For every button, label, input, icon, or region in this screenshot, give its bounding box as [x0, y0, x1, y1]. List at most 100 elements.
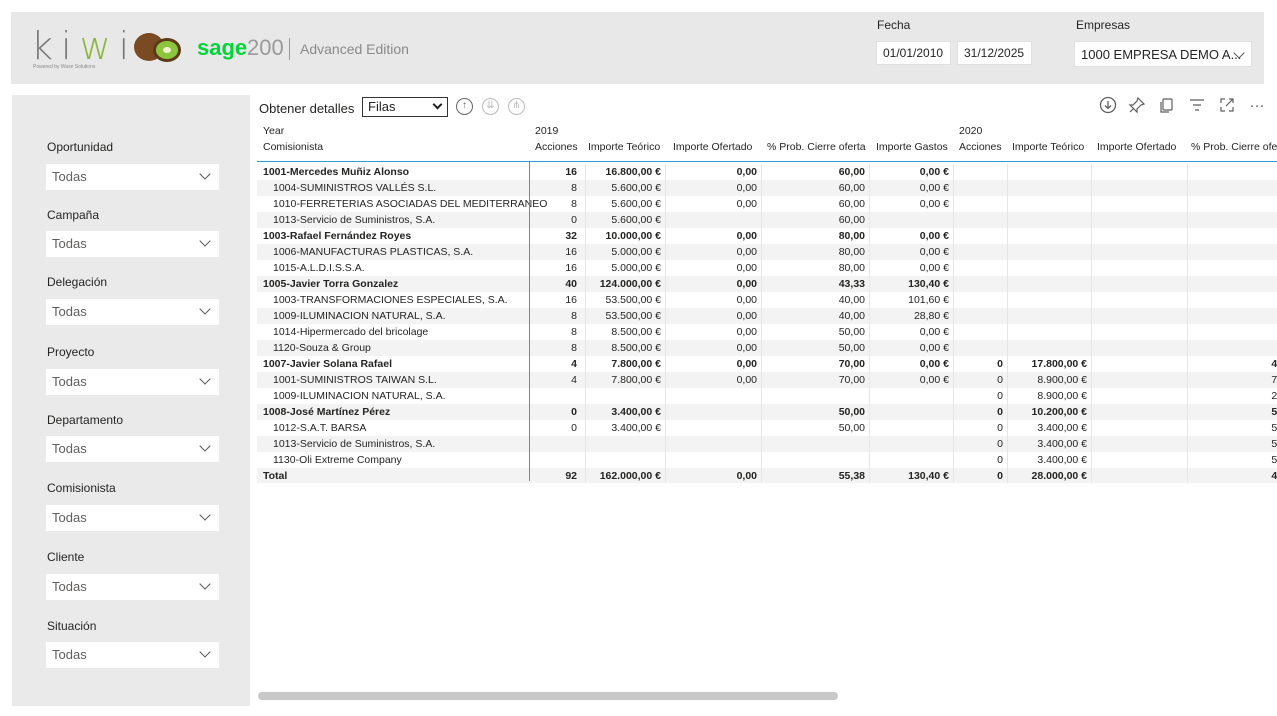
col-header[interactable]: Importe Teórico — [588, 141, 661, 153]
filter-oportunidad-dropdown[interactable]: Todas — [46, 164, 219, 190]
drill-up-icon[interactable]: ↑ — [456, 98, 473, 115]
table-cell: 20 — [1187, 388, 1277, 404]
table-cell: 0 — [953, 420, 1007, 436]
table-cell: 80,00 — [761, 260, 869, 276]
table-cell: 28.000,00 € — [1007, 468, 1091, 483]
table-cell: 16 — [565, 166, 577, 178]
fecha-to-input[interactable]: 31/12/2025 — [957, 41, 1032, 65]
table-row[interactable]: 1120-Souza & Group 8 8.500,00 €0,00 50,00 0,… — [257, 340, 1277, 356]
table-row[interactable]: Total 92 162.000,00 €0,00 55,38 130,40 €0 28.… — [257, 468, 1277, 483]
table-cell: 53.500,00 € — [585, 292, 665, 308]
more-options-icon[interactable]: ··· — [1249, 97, 1265, 114]
table-cell: 0 — [953, 372, 1007, 388]
filter-value: Todas — [52, 579, 87, 594]
col-header[interactable]: Importe Gastos — [876, 141, 948, 153]
table-cell — [585, 436, 665, 452]
drill-mode-icon[interactable] — [1098, 96, 1118, 116]
header-year-2020: 2020 — [959, 125, 983, 137]
filter-label-situacion: Situación — [47, 619, 97, 633]
table-row[interactable]: 1015-A.L.D.I.S.S.A. 16 5.000,00 €0,00 80,00… — [257, 260, 1277, 276]
filter-proyecto-dropdown[interactable]: Todas — [46, 369, 219, 395]
table-row[interactable]: 1001-SUMINISTROS TAIWAN S.L. 4 7.800,00 €0… — [257, 372, 1277, 388]
chevron-down-icon — [199, 440, 211, 452]
drill-down-all-icon[interactable]: ⇊ — [482, 98, 499, 115]
col-header[interactable]: % Prob. Cierre oferta — [767, 141, 866, 153]
row-label: 1005-Javier Torra Gonzalez — [263, 278, 399, 290]
chevron-down-icon — [199, 235, 211, 247]
table-cell — [531, 452, 581, 468]
table-cell — [1091, 244, 1187, 260]
table-cell — [1187, 260, 1277, 276]
table-cell: 0 — [953, 388, 1007, 404]
details-select[interactable]: Filas — [362, 97, 448, 117]
horizontal-scrollbar[interactable] — [258, 692, 838, 700]
focus-mode-icon[interactable] — [1217, 96, 1237, 116]
filter-comisionista-dropdown[interactable]: Todas — [46, 505, 219, 531]
table-cell: 0,00 — [665, 292, 761, 308]
copy-icon[interactable] — [1157, 96, 1177, 116]
table-cell: 0,00 € — [869, 372, 953, 388]
table-cell — [1091, 388, 1187, 404]
row-label: 1009-ILUMINACION NATURAL, S.A. — [273, 310, 446, 322]
table-row[interactable]: 1013-Servicio de Suministros, S.A. 0 3.400… — [257, 436, 1277, 452]
col-header[interactable]: Acciones — [959, 141, 1002, 153]
expand-hierarchy-icon[interactable]: ⋔ — [508, 98, 525, 115]
filter-departamento-dropdown[interactable]: Todas — [46, 436, 219, 462]
table-cell: 0,00 — [665, 372, 761, 388]
col-header[interactable]: Acciones — [535, 141, 578, 153]
col-header[interactable]: % Prob. Cierre ofe — [1191, 141, 1277, 153]
empresas-value: 1000 EMPRESA DEMO A... — [1081, 47, 1242, 62]
table-row[interactable]: 1130-Oli Extreme Company 03.400,00 € 50 — [257, 452, 1277, 468]
filter-campana-dropdown[interactable]: Todas — [46, 231, 219, 257]
table-row[interactable]: 1003-Rafael Fernández Royes 32 10.000,00 €… — [257, 228, 1277, 244]
table-row[interactable]: 1009-ILUMINACION NATURAL, S.A. 0 8.900,00 … — [257, 388, 1277, 404]
filter-delegacion-dropdown[interactable]: Todas — [46, 299, 219, 325]
filter-icon[interactable] — [1187, 96, 1207, 116]
table-row[interactable]: 1004-SUMINISTROS VALLÉS S.L. 8 5.600,00 €0… — [257, 180, 1277, 196]
table-row[interactable]: 1001-Mercedes Muñiz Alonso 16 16.800,00 €0… — [257, 164, 1277, 180]
table-cell — [1187, 340, 1277, 356]
table-cell — [1187, 308, 1277, 324]
fecha-from-input[interactable]: 01/01/2010 — [876, 41, 951, 65]
header-comisionista[interactable]: Comisionista — [263, 141, 324, 153]
table-cell: 60,00 — [761, 180, 869, 196]
table-row[interactable]: 1013-Servicio de Suministros, S.A. 0 5.600… — [257, 212, 1277, 228]
table-cell — [869, 436, 953, 452]
table-row[interactable]: 1007-Javier Solana Rafael 4 7.800,00 €0,00… — [257, 356, 1277, 372]
table-cell — [953, 244, 1007, 260]
filter-value: Todas — [52, 236, 87, 251]
table-row[interactable]: 1005-Javier Torra Gonzalez 40 124.000,00 €… — [257, 276, 1277, 292]
table-cell: 40 — [565, 278, 577, 290]
table-cell — [953, 308, 1007, 324]
fecha-label: Fecha — [877, 18, 911, 32]
table-cell: 5.000,00 € — [585, 244, 665, 260]
table-row[interactable]: 1003-TRANSFORMACIONES ESPECIALES, S.A. 16… — [257, 292, 1277, 308]
table-row[interactable]: 1008-José Martínez Pérez 0 3.400,00 € 50,00… — [257, 404, 1277, 420]
table-cell: 50,00 — [761, 404, 869, 420]
table-row[interactable]: 1010-FERRETERIAS ASOCIADAS DEL MEDITERRA… — [257, 196, 1277, 212]
table-row[interactable]: 1009-ILUMINACION NATURAL, S.A. 8 53.500,00… — [257, 308, 1277, 324]
table-cell: 8 — [571, 198, 577, 210]
table-row[interactable]: 1014-Hipermercado del bricolage 8 8.500,00… — [257, 324, 1277, 340]
table-cell: 8.900,00 € — [1007, 388, 1091, 404]
table-cell — [531, 388, 581, 404]
table-cell: 4 — [571, 358, 577, 370]
col-header[interactable]: Importe Ofertado — [673, 141, 753, 153]
table-row[interactable]: 1012-S.A.T. BARSA 0 3.400,00 €50,00 0 3.400,… — [257, 420, 1277, 436]
sage-logo: sage — [197, 35, 248, 60]
pin-icon[interactable] — [1127, 96, 1147, 116]
filter-value: Todas — [52, 647, 87, 662]
table-cell: 3.400,00 € — [1007, 420, 1091, 436]
col-header[interactable]: Importe Teórico — [1012, 141, 1085, 153]
table-cell: 0,00 € — [869, 356, 953, 372]
row-label: 1012-S.A.T. BARSA — [273, 422, 367, 434]
filter-situacion-dropdown[interactable]: Todas — [46, 642, 219, 668]
row-label: 1006-MANUFACTURAS PLASTICAS, S.A. — [273, 246, 474, 258]
row-label: 1003-TRANSFORMACIONES ESPECIALES, S.A. — [273, 294, 508, 306]
table-row[interactable]: 1006-MANUFACTURAS PLASTICAS, S.A. 16 5.000… — [257, 244, 1277, 260]
filter-cliente-dropdown[interactable]: Todas — [46, 574, 219, 600]
table-cell — [869, 388, 953, 404]
col-header[interactable]: Importe Ofertado — [1097, 141, 1177, 153]
empresas-dropdown[interactable]: 1000 EMPRESA DEMO A... — [1074, 41, 1252, 67]
table-cell: 130,40 € — [869, 276, 953, 292]
